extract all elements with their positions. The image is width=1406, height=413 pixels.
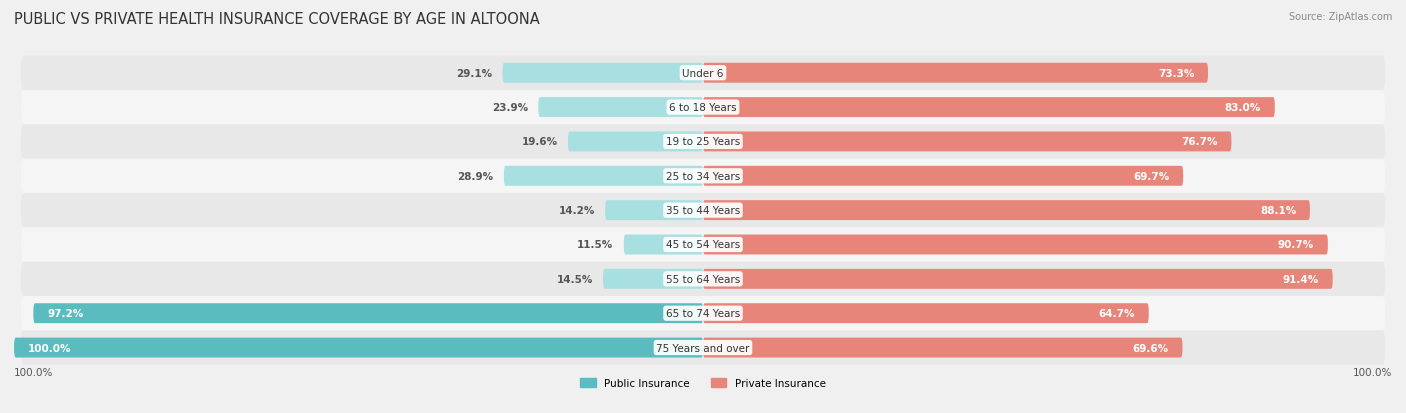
FancyBboxPatch shape xyxy=(568,132,703,152)
Text: 97.2%: 97.2% xyxy=(48,309,83,318)
Text: 69.7%: 69.7% xyxy=(1133,171,1170,181)
Text: 76.7%: 76.7% xyxy=(1181,137,1218,147)
FancyBboxPatch shape xyxy=(605,201,703,221)
Text: PUBLIC VS PRIVATE HEALTH INSURANCE COVERAGE BY AGE IN ALTOONA: PUBLIC VS PRIVATE HEALTH INSURANCE COVER… xyxy=(14,12,540,27)
FancyBboxPatch shape xyxy=(703,64,1208,83)
FancyBboxPatch shape xyxy=(538,98,703,118)
FancyBboxPatch shape xyxy=(703,98,1275,118)
FancyBboxPatch shape xyxy=(21,159,1385,194)
Text: 19.6%: 19.6% xyxy=(522,137,558,147)
Text: 29.1%: 29.1% xyxy=(456,69,492,78)
Text: 28.9%: 28.9% xyxy=(457,171,494,181)
Text: 100.0%: 100.0% xyxy=(28,343,72,353)
Text: 55 to 64 Years: 55 to 64 Years xyxy=(666,274,740,284)
FancyBboxPatch shape xyxy=(703,132,1232,152)
Text: 14.2%: 14.2% xyxy=(558,206,595,216)
Text: 100.0%: 100.0% xyxy=(14,368,53,377)
FancyBboxPatch shape xyxy=(603,269,703,289)
Text: 45 to 54 Years: 45 to 54 Years xyxy=(666,240,740,250)
Text: 83.0%: 83.0% xyxy=(1225,103,1261,113)
FancyBboxPatch shape xyxy=(703,338,1182,358)
FancyBboxPatch shape xyxy=(503,166,703,186)
Text: 65 to 74 Years: 65 to 74 Years xyxy=(666,309,740,318)
FancyBboxPatch shape xyxy=(502,64,703,83)
Text: 90.7%: 90.7% xyxy=(1278,240,1315,250)
Text: 23.9%: 23.9% xyxy=(492,103,529,113)
Text: 100.0%: 100.0% xyxy=(1353,368,1392,377)
FancyBboxPatch shape xyxy=(624,235,703,255)
FancyBboxPatch shape xyxy=(21,262,1385,296)
FancyBboxPatch shape xyxy=(21,330,1385,365)
Text: 69.6%: 69.6% xyxy=(1133,343,1168,353)
FancyBboxPatch shape xyxy=(21,125,1385,159)
Text: Source: ZipAtlas.com: Source: ZipAtlas.com xyxy=(1288,12,1392,22)
Text: 25 to 34 Years: 25 to 34 Years xyxy=(666,171,740,181)
FancyBboxPatch shape xyxy=(703,269,1333,289)
Text: 88.1%: 88.1% xyxy=(1260,206,1296,216)
FancyBboxPatch shape xyxy=(21,57,1385,91)
Text: 35 to 44 Years: 35 to 44 Years xyxy=(666,206,740,216)
FancyBboxPatch shape xyxy=(21,194,1385,228)
Text: 6 to 18 Years: 6 to 18 Years xyxy=(669,103,737,113)
FancyBboxPatch shape xyxy=(34,304,703,323)
Text: 91.4%: 91.4% xyxy=(1282,274,1319,284)
Text: 19 to 25 Years: 19 to 25 Years xyxy=(666,137,740,147)
Text: 14.5%: 14.5% xyxy=(557,274,593,284)
FancyBboxPatch shape xyxy=(703,235,1327,255)
Text: 64.7%: 64.7% xyxy=(1098,309,1135,318)
Text: 75 Years and over: 75 Years and over xyxy=(657,343,749,353)
Text: Under 6: Under 6 xyxy=(682,69,724,78)
FancyBboxPatch shape xyxy=(21,228,1385,262)
FancyBboxPatch shape xyxy=(14,338,703,358)
FancyBboxPatch shape xyxy=(21,296,1385,330)
FancyBboxPatch shape xyxy=(703,304,1149,323)
Text: 11.5%: 11.5% xyxy=(578,240,613,250)
Text: 73.3%: 73.3% xyxy=(1157,69,1194,78)
FancyBboxPatch shape xyxy=(21,91,1385,125)
Legend: Public Insurance, Private Insurance: Public Insurance, Private Insurance xyxy=(576,374,830,392)
FancyBboxPatch shape xyxy=(703,201,1310,221)
FancyBboxPatch shape xyxy=(703,166,1184,186)
